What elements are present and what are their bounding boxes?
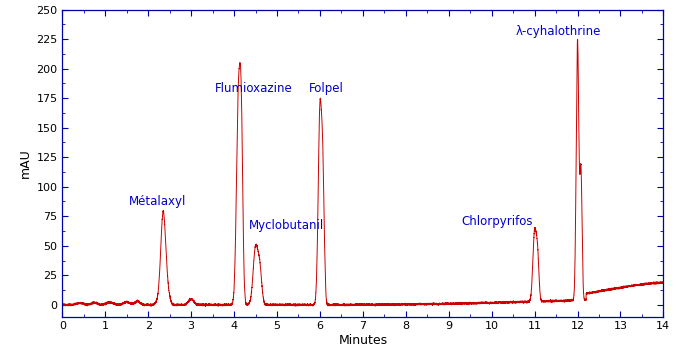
Text: Flumioxazine: Flumioxazine: [215, 82, 293, 95]
X-axis label: Minutes: Minutes: [338, 334, 387, 347]
Text: Myclobutanil: Myclobutanil: [249, 219, 324, 231]
Text: Chlorpyrifos: Chlorpyrifos: [462, 215, 533, 228]
Text: λ-cyhalothrine: λ-cyhalothrine: [515, 25, 601, 38]
Text: Folpel: Folpel: [309, 82, 344, 95]
Text: Métalaxyl: Métalaxyl: [129, 195, 187, 208]
Y-axis label: mAU: mAU: [19, 148, 32, 178]
